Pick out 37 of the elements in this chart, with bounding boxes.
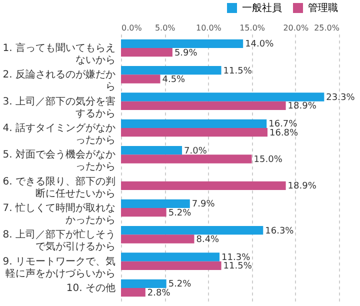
x-tick-label: 20.0%: [283, 24, 309, 32]
y-tick-label: 3. 上司／部下の気分を害するから: [2, 95, 116, 120]
data-label: 11.3%: [222, 253, 251, 263]
x-tick-label: 5.0%: [154, 24, 176, 32]
y-tick-label: 4. 話すタイミングがなかったから: [2, 122, 116, 146]
data-label: 15.0%: [254, 155, 283, 165]
data-label: 16.3%: [265, 226, 294, 236]
data-label: 8.4%: [196, 235, 220, 245]
data-label: 16.8%: [269, 128, 299, 138]
data-label: 11.5%: [223, 66, 252, 76]
data-label: 7.0%: [184, 146, 208, 156]
x-tick-label: 15.0%: [240, 24, 266, 32]
y-tick-label: 6. できる限り、部下の判断に任せたいから: [2, 175, 116, 200]
data-label: 16.7%: [268, 120, 298, 130]
x-tick-label: 10.0%: [196, 24, 222, 32]
data-label: 5.2%: [168, 208, 192, 218]
y-tick-label: 9. リモートワークで、気軽に声をかけづらいから: [2, 256, 116, 280]
y-tick-label: 2. 反論されるのが嫌だから: [2, 68, 116, 93]
data-label: 2.8%: [147, 288, 171, 298]
data-label: 18.9%: [288, 182, 317, 192]
y-tick-label: 8. 上司／部下が忙しそうで気が引けるから: [2, 228, 116, 253]
y-tick-label: 5. 対面で会う機会がなかったから: [2, 148, 116, 173]
data-label: 5.9%: [174, 48, 198, 58]
y-tick-label: 1. 言っても聞いてもらえないから: [2, 42, 116, 66]
y-tick-label: 7. 忙しくて時間が取れなかったから: [2, 202, 116, 226]
data-label: 23.3%: [326, 93, 356, 103]
data-label: 11.5%: [223, 262, 252, 272]
data-label: 7.9%: [192, 200, 216, 210]
data-label: 14.0%: [245, 40, 274, 50]
legend-label: 管理職: [308, 2, 338, 14]
x-tick-label: 0.0%: [122, 24, 142, 32]
data-label: 4.5%: [162, 75, 186, 85]
data-label: 5.2%: [168, 280, 192, 290]
data-label: 18.9%: [288, 102, 317, 112]
x-tick-label: 25.0%: [314, 24, 340, 32]
legend-label: 一般社員: [242, 2, 282, 14]
y-tick-label: 10. その他: [66, 282, 116, 294]
